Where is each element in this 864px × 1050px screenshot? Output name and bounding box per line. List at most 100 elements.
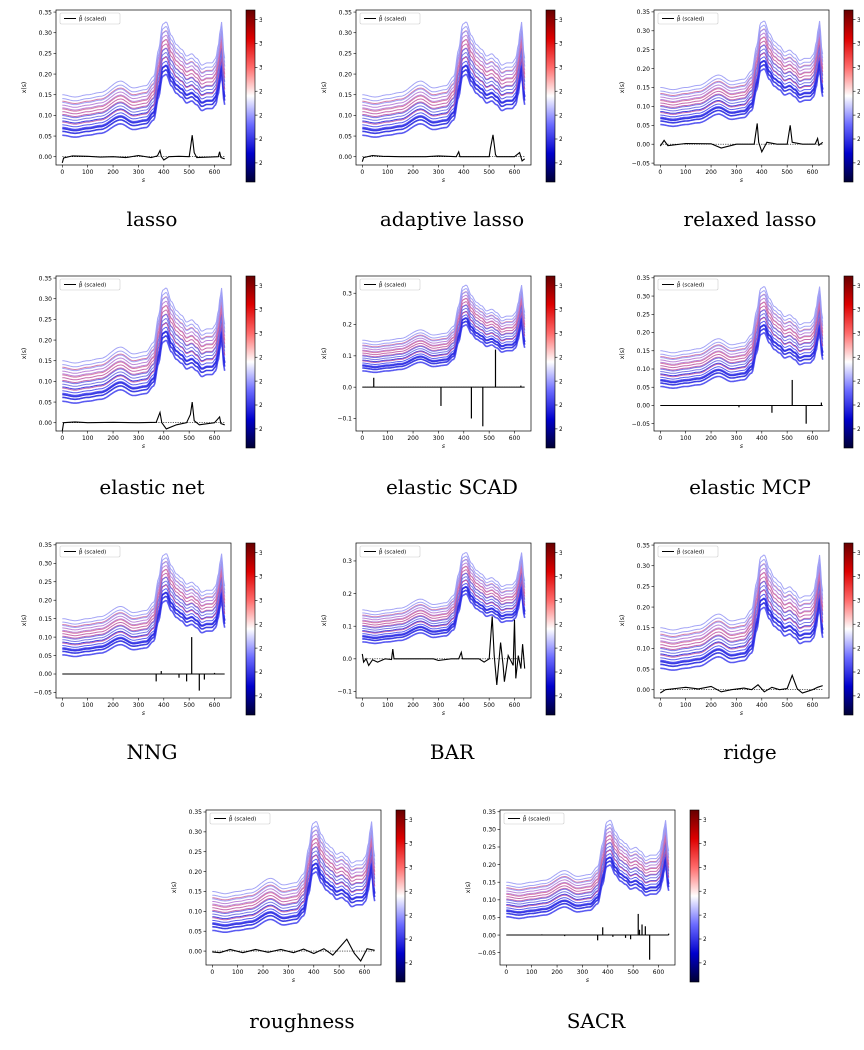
spectrum-curve [362, 294, 526, 351]
legend-label: β̂ (scaled) [379, 281, 406, 288]
axes-frame [55, 275, 232, 432]
spectra-curves [362, 284, 526, 374]
spectrum-curve [62, 56, 226, 124]
legend-label: β̂ (scaled) [379, 15, 406, 22]
y-tick-label: 0.25 [637, 584, 651, 591]
y-tick-label: −0.05 [34, 690, 53, 697]
spectrum-curve [62, 339, 226, 404]
y-tick-label: 0.35 [39, 542, 53, 549]
spectrum-curve [62, 34, 226, 108]
spectrum-curve [62, 43, 226, 115]
chart-panel-roughness: 0 100 200 300 400 500 600 s 0.00 0.05 0.10 0.15 0.20… [171, 809, 412, 984]
spectrum-curve [362, 301, 526, 356]
x-axis-label: s [142, 443, 145, 450]
colorbar-tick-label: 29 [857, 88, 860, 95]
spectra-curves [362, 552, 526, 645]
y-tick-label: 0.05 [483, 915, 497, 922]
colorbar-tick-label: 32 [559, 550, 562, 557]
x-tick-label: 500 [627, 969, 639, 976]
x-tick-label: 300 [577, 969, 589, 976]
x-tick-label: 600 [509, 435, 521, 442]
y-tick-label: 0.05 [637, 123, 651, 130]
chart-panel-adaptive-lasso: 0 100 200 300 400 500 600 s 0.00 0.05 0.10 0.15 0.20… [321, 9, 562, 184]
spectrum-curve [362, 21, 526, 98]
colorbar-tick-label: 27 [259, 136, 262, 143]
colorbar-tick-label: 32 [559, 283, 562, 290]
y-tick-label: 0.15 [189, 889, 203, 896]
spectrum-curve [62, 47, 226, 119]
spectrum-curve [660, 52, 824, 115]
y-tick-label: 0.20 [637, 604, 651, 611]
spectrum-curve [362, 47, 526, 119]
colorbar-tick-label: 30 [857, 65, 860, 72]
spectrum-curve [660, 28, 824, 98]
legend: β̂ (scaled) [59, 278, 121, 291]
colorbar-tick-label: 27 [259, 669, 262, 676]
colorbar-tick-label: 28 [857, 112, 860, 119]
colorbar-tick-label: 29 [409, 888, 412, 895]
legend-box [503, 812, 565, 825]
colorbar-tick-label: 30 [259, 598, 262, 605]
spectrum-curve [660, 324, 824, 384]
colorbar-tick-label: 27 [259, 402, 262, 409]
spectrum-curve [62, 322, 226, 390]
x-tick-label: 500 [781, 702, 793, 709]
caption-bar: BAR [429, 740, 475, 764]
beta-line [361, 134, 526, 162]
colorbar-tick-label: 26 [409, 960, 412, 967]
spectrum-curve [660, 576, 824, 648]
x-axis-label: s [442, 443, 445, 450]
spectrum-curve [212, 825, 376, 898]
colorbar [545, 9, 556, 183]
legend: β̂ (scaled) [657, 12, 719, 25]
spectrum-curve [660, 40, 824, 106]
beta-series [506, 913, 670, 960]
y-tick-label: −0.1 [337, 416, 352, 423]
x-axis-label: s [586, 977, 589, 984]
legend-box [59, 545, 121, 558]
y-tick-label: 0.20 [339, 71, 353, 78]
chart-panel-elastic-scad: 0 100 200 300 400 500 600 s −0.1 0.0 0.1 0.2 0.3 x(s)… [321, 275, 562, 450]
colorbar [395, 809, 406, 983]
y-tick-label: 0.05 [339, 133, 353, 140]
y-tick-label: −0.05 [632, 160, 651, 167]
spectrum-curve [62, 21, 226, 98]
spectrum-curve [660, 572, 824, 645]
x-tick-label: 100 [232, 969, 244, 976]
colorbar [245, 9, 256, 183]
y-tick-label: 0.05 [39, 133, 53, 140]
x-tick-label: 600 [653, 969, 665, 976]
y-tick-label: 0.35 [637, 542, 651, 549]
colorbar [843, 542, 854, 716]
spectrum-curve [660, 554, 824, 631]
y-tick-label: 0.25 [339, 51, 353, 58]
spectrum-curve [362, 39, 526, 112]
colorbar-tick-label: 29 [559, 88, 562, 95]
spectrum-curve [62, 296, 226, 372]
colorbar-tick-label: 31 [559, 307, 562, 314]
colorbar-tick-label: 28 [559, 645, 562, 652]
legend-box [657, 278, 719, 291]
caption-elastic-net: elastic net [99, 475, 205, 499]
x-tick-label: 400 [756, 435, 768, 442]
colorbar [545, 275, 556, 449]
y-tick-label: 0.05 [39, 653, 53, 660]
spectrum-curve [362, 589, 526, 642]
spectrum-curve [660, 585, 824, 654]
spectrum-curve [660, 606, 824, 671]
colorbar-tick-label: 31 [703, 841, 706, 848]
x-tick-label: 300 [731, 702, 743, 709]
colorbar-tick-label: 28 [559, 378, 562, 385]
x-tick-label: 300 [433, 435, 445, 442]
caption-sacr: SACR [566, 1009, 626, 1033]
x-tick-label: 500 [183, 702, 195, 709]
spectrum-curve [506, 853, 670, 911]
y-tick-label: 0.25 [189, 849, 203, 856]
y-tick-label: 0.10 [637, 104, 651, 111]
y-tick-label: 0.2 [342, 591, 352, 598]
legend-label: β̂ (scaled) [79, 281, 106, 288]
x-tick-label: 400 [158, 702, 170, 709]
x-tick-label: 200 [407, 169, 419, 176]
y-axis-label: x(s) [21, 615, 28, 626]
spectrum-curve [62, 60, 226, 128]
